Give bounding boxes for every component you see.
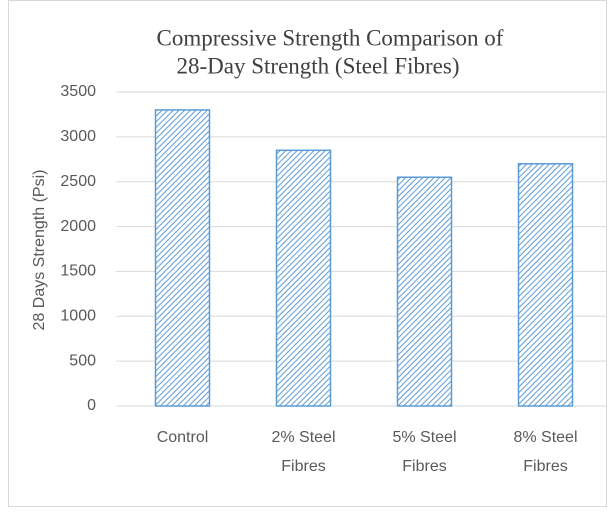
y-axis-label: 28 Days Strength (Psi) bbox=[31, 170, 48, 331]
chart-title: 28-Day Strength (Steel Fibres) bbox=[177, 53, 460, 78]
y-tick-label: 0 bbox=[87, 397, 96, 414]
y-tick-label: 3500 bbox=[60, 83, 96, 100]
bar bbox=[517, 163, 574, 407]
y-tick-label: 500 bbox=[69, 352, 96, 369]
bar bbox=[154, 109, 211, 407]
bar bbox=[396, 176, 453, 407]
x-tick-label: 2% Steel Fibres bbox=[271, 429, 335, 475]
x-tick-label: 5% Steel Fibres bbox=[392, 429, 456, 475]
x-tick-label: Control bbox=[157, 429, 209, 446]
chart-title: Compressive Strength Comparison of bbox=[157, 25, 504, 50]
bar bbox=[275, 149, 332, 407]
y-tick-label: 3000 bbox=[60, 128, 96, 145]
y-tick-label: 1000 bbox=[60, 308, 96, 325]
y-tick-label: 1500 bbox=[60, 263, 96, 280]
y-tick-label: 2500 bbox=[60, 173, 96, 190]
y-tick-label: 2000 bbox=[60, 218, 96, 235]
x-tick-label: 8% Steel Fibres bbox=[513, 429, 577, 475]
